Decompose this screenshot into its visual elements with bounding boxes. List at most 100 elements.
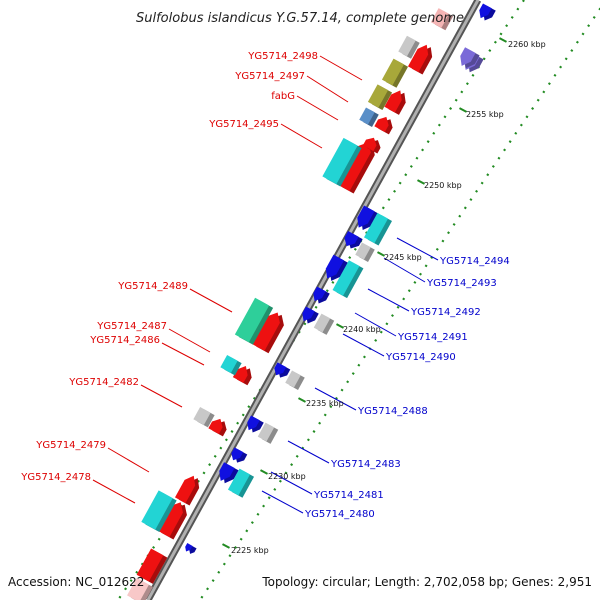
tick-label-2235: 2235 kbp — [306, 399, 344, 408]
tick-label-2250: 2250 kbp — [424, 181, 462, 190]
feature-cyan-2495[interactable] — [322, 137, 362, 187]
leader-yg5714-2482 — [140, 384, 183, 408]
scale-tick-7 — [222, 543, 230, 549]
leader-yg5714-2479 — [107, 447, 150, 473]
feature-grey-2482[interactable] — [193, 406, 215, 428]
feature-olive-b[interactable] — [367, 84, 393, 111]
gene-reverse-2494[interactable] — [357, 205, 379, 231]
topology-stats-text: Topology: circular; Length: 2,702,058 bp… — [261, 575, 592, 589]
gene-reverse-2488[interactable] — [274, 362, 291, 378]
gene-yg5714-2482[interactable] — [208, 418, 227, 437]
gene-reverse-2490[interactable] — [302, 306, 319, 324]
gene-yg5714-2489[interactable] — [252, 312, 284, 354]
leader-yg5714-2492 — [367, 288, 410, 312]
label-yg5714-2492[interactable]: YG5714_2492 — [410, 307, 481, 318]
feature-cyan-2492[interactable] — [332, 260, 364, 299]
feature-grey-2483[interactable] — [257, 422, 279, 444]
leader-fabg — [296, 95, 339, 121]
tick-label-2260: 2260 kbp — [508, 40, 546, 49]
gene-forward-b[interactable] — [174, 475, 200, 506]
gene-features — [127, 3, 496, 600]
gene-reverse-2491[interactable] — [313, 286, 330, 304]
gene-reverse-tiny[interactable] — [185, 543, 197, 554]
label-yg5714-2479[interactable]: YG5714_2479 — [35, 440, 106, 451]
label-yg5714-2483[interactable]: YG5714_2483 — [330, 459, 401, 470]
dotted-tracks — [117, 0, 600, 600]
gene-yg5714-2495[interactable] — [337, 142, 375, 194]
gene-forward-a[interactable] — [362, 137, 381, 154]
scale-tick-2 — [417, 179, 425, 185]
feature-grey-2488[interactable] — [285, 370, 305, 390]
tick-label-2230: 2230 kbp — [268, 472, 306, 481]
scale-tick-1 — [459, 107, 467, 113]
feature-pink-bottom[interactable] — [127, 577, 153, 600]
leader-yg5714-2486 — [161, 342, 205, 366]
leader-yg5714-2490 — [342, 333, 385, 357]
tick-label-2255: 2255 kbp — [466, 110, 504, 119]
label-yg5714-2478[interactable]: YG5714_2478 — [20, 472, 91, 483]
map-title: Sulfolobus islandicus Y.G.57.14, complet… — [136, 11, 464, 26]
scale-ticks — [222, 37, 507, 549]
leader-yg5714-2480 — [261, 490, 304, 514]
leader-yg5714-2491 — [354, 312, 397, 337]
label-yg5714-2488[interactable]: YG5714_2488 — [357, 406, 428, 417]
feature-cyan-2480[interactable] — [227, 468, 255, 498]
leader-yg5714-2488 — [314, 387, 357, 411]
scale-tick-0 — [499, 37, 507, 43]
label-yg5714-2489[interactable]: YG5714_2489 — [117, 281, 188, 292]
gene-reverse-2481[interactable] — [231, 447, 248, 463]
leader-yg5714-2487 — [168, 328, 211, 353]
feature-violet-2260[interactable] — [460, 47, 480, 69]
feature-steel[interactable] — [359, 107, 379, 127]
leader-yg5714-2483 — [287, 440, 330, 464]
label-yg5714-2491[interactable]: YG5714_2491 — [397, 332, 468, 343]
label-yg5714-2482[interactable]: YG5714_2482 — [68, 377, 139, 388]
labels-left: YG5714_2498 YG5714_2497 fabG YG5714_2495… — [20, 51, 318, 483]
label-yg5714-2498[interactable]: YG5714_2498 — [247, 51, 318, 62]
feature-grey-top[interactable] — [398, 35, 420, 59]
gene-forward-c[interactable] — [136, 548, 168, 584]
tick-label-2240: 2240 kbp — [343, 325, 381, 334]
leader-yg5714-2493 — [383, 257, 426, 283]
scale-tick-4 — [336, 323, 344, 329]
gene-yg5714-2497[interactable] — [384, 90, 406, 115]
gene-reverse-2483[interactable] — [247, 415, 264, 433]
gene-reverse-2492[interactable] — [325, 254, 349, 281]
label-yg5714-2481[interactable]: YG5714_2481 — [313, 490, 384, 501]
leader-yg5714-2498 — [319, 55, 363, 81]
label-yg5714-2490[interactable]: YG5714_2490 — [385, 352, 456, 363]
leader-yg5714-2497 — [306, 75, 349, 103]
scale-tick-6 — [260, 469, 268, 475]
tick-labels: 2260 kbp 2255 kbp 2250 kbp 2245 kbp 2240… — [231, 40, 546, 555]
label-yg5714-2480[interactable]: YG5714_2480 — [304, 509, 375, 520]
scale-tick-3 — [377, 251, 385, 257]
label-yg5714-2497[interactable]: YG5714_2497 — [234, 71, 305, 82]
label-yg5714-2493[interactable]: YG5714_2493 — [426, 278, 497, 289]
labels-right: YG5714_2494 YG5714_2493 YG5714_2492 YG57… — [304, 256, 510, 520]
label-yg5714-2486[interactable]: YG5714_2486 — [89, 335, 160, 346]
gene-reverse-top[interactable] — [479, 3, 496, 21]
feature-teal-2489[interactable] — [234, 297, 274, 345]
label-yg5714-2495[interactable]: YG5714_2495 — [208, 119, 279, 130]
feature-grey-2490[interactable] — [313, 313, 335, 335]
leader-yg5714-2489 — [189, 288, 233, 313]
feature-grey-2493[interactable] — [355, 242, 375, 262]
gene-fabg[interactable] — [374, 116, 393, 135]
feature-cyan-2479[interactable] — [141, 490, 177, 533]
feature-cyan-2487[interactable] — [220, 354, 242, 376]
gene-yg5714-2498[interactable] — [407, 44, 433, 75]
accession-text: Accession: NC_012622 — [8, 575, 144, 589]
label-fabg[interactable]: fabG — [271, 91, 295, 102]
gene-reverse-2494b[interactable] — [344, 230, 363, 249]
gene-forward-top[interactable] — [430, 8, 454, 31]
gene-reverse-2480[interactable] — [219, 462, 239, 484]
gene-yg5714-2478[interactable] — [157, 502, 187, 540]
gene-yg5714-2486[interactable] — [232, 365, 252, 386]
leader-yg5714-2495 — [280, 123, 323, 149]
feature-cyan-2493[interactable] — [363, 212, 393, 246]
tick-label-2225: 2225 kbp — [231, 546, 269, 555]
feature-olive-a[interactable] — [381, 58, 409, 88]
label-yg5714-2487[interactable]: YG5714_2487 — [96, 321, 167, 332]
label-yg5714-2494[interactable]: YG5714_2494 — [439, 256, 510, 267]
